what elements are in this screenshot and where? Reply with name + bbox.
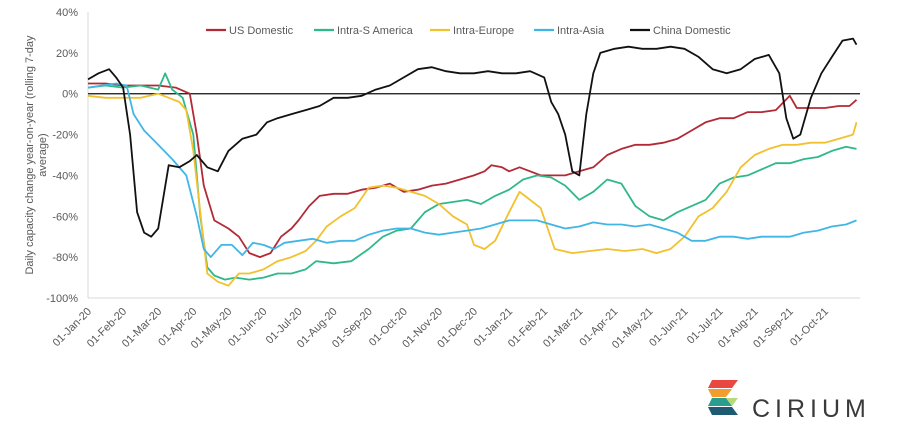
legend-label: Intra-S America <box>337 25 414 37</box>
series-lines <box>87 37 858 287</box>
legend-label: Intra-Europe <box>453 25 514 37</box>
y-tick-label: -80% <box>52 252 78 264</box>
y-tick-label: -20% <box>52 130 78 142</box>
logo-shape-navy <box>708 407 738 415</box>
logo-shape-red <box>708 380 738 388</box>
cirium-logo <box>708 380 738 415</box>
x-tick-label: 01-Oct-21 <box>788 306 831 349</box>
legend-label: US Domestic <box>229 25 294 37</box>
brand-wordmark: CIRIUM <box>752 395 871 423</box>
y-axis-title: Daily capacity change year-on-year (roll… <box>24 35 49 275</box>
y-tick-label: 0% <box>62 89 78 101</box>
y-tick-label: -60% <box>52 211 78 223</box>
y-tick-label: -100% <box>46 293 78 305</box>
series-line-intra-asia <box>87 82 857 258</box>
series-line-china-domestic <box>87 37 858 238</box>
series-line-us-domestic <box>88 82 858 258</box>
y-axis-label: Daily capacity change year-on-year (roll… <box>24 35 49 275</box>
logo-shape-teal <box>708 398 732 406</box>
axes <box>87 12 860 299</box>
legend-label: China Domestic <box>653 25 731 37</box>
y-tick-label: -40% <box>52 170 78 182</box>
logo-shape-orange <box>708 389 732 397</box>
y-tick-label: 40% <box>56 7 78 19</box>
x-tick-label: 01-Jun-21 <box>647 306 691 350</box>
y-tick-labels: 40% 20% 0% -20% -40% -60% -80% -100% <box>46 7 78 305</box>
legend-label: Intra-Asia <box>557 25 605 37</box>
logo-shape-green <box>726 398 738 406</box>
series-line-intra-europe <box>87 92 858 287</box>
x-tick-labels: 01-Jan-2001-Feb-2001-Mar-2001-Apr-2001-M… <box>51 306 831 352</box>
y-tick-label: 20% <box>56 48 78 60</box>
legend: US Domestic Intra-S America Intra-Europe In… <box>206 25 731 37</box>
x-tick-label: 01-Jun-20 <box>226 306 270 350</box>
